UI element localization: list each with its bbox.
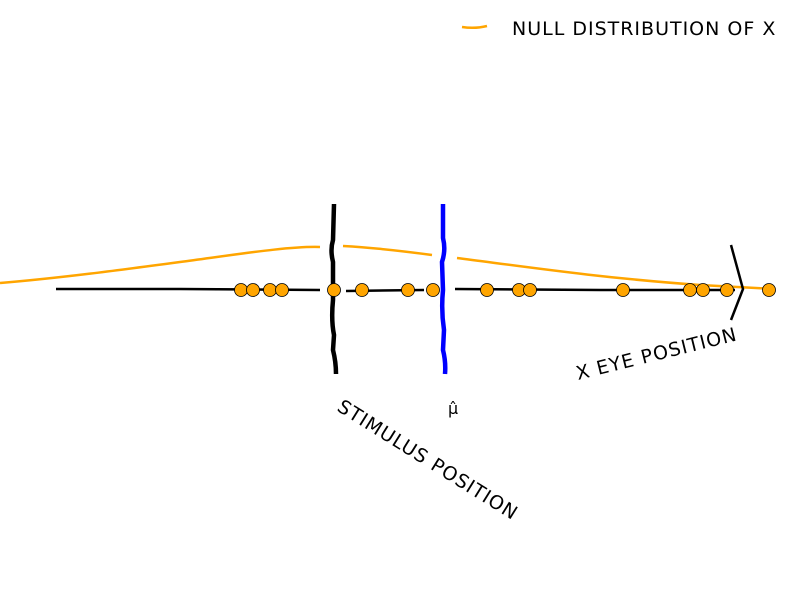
observation-point: [426, 283, 440, 297]
observation-point: [480, 283, 494, 297]
eye-position-label: X EYE POSITION: [574, 324, 740, 385]
eye-position-marker: [729, 244, 745, 321]
stimulus-position-label: STIMULUS POSITION: [333, 396, 522, 525]
observation-point: [355, 283, 369, 297]
observation-point: [246, 283, 260, 297]
observation-point: [234, 283, 248, 297]
observation-point: [720, 283, 734, 297]
stimulus-position-line: [329, 203, 339, 375]
legend-swatch: [461, 24, 488, 30]
observation-point: [401, 283, 415, 297]
legend-label: NULL DISTRIBUTION OF X: [512, 18, 776, 40]
observation-point: [616, 283, 630, 297]
observations: [234, 283, 776, 297]
mu-hat-line: [439, 204, 448, 375]
mu-hat-label: μ̂: [448, 399, 459, 418]
observation-point: [523, 283, 537, 297]
observation-point: [683, 283, 697, 297]
null-distribution-curve: [0, 244, 776, 291]
observation-point: [762, 283, 776, 297]
observation-point: [263, 283, 277, 297]
observation-point: [275, 283, 289, 297]
observation-point: [696, 283, 710, 297]
axis-line: [56, 287, 735, 293]
legend: NULL DISTRIBUTION OF X: [461, 18, 776, 40]
observation-point: [327, 283, 341, 297]
